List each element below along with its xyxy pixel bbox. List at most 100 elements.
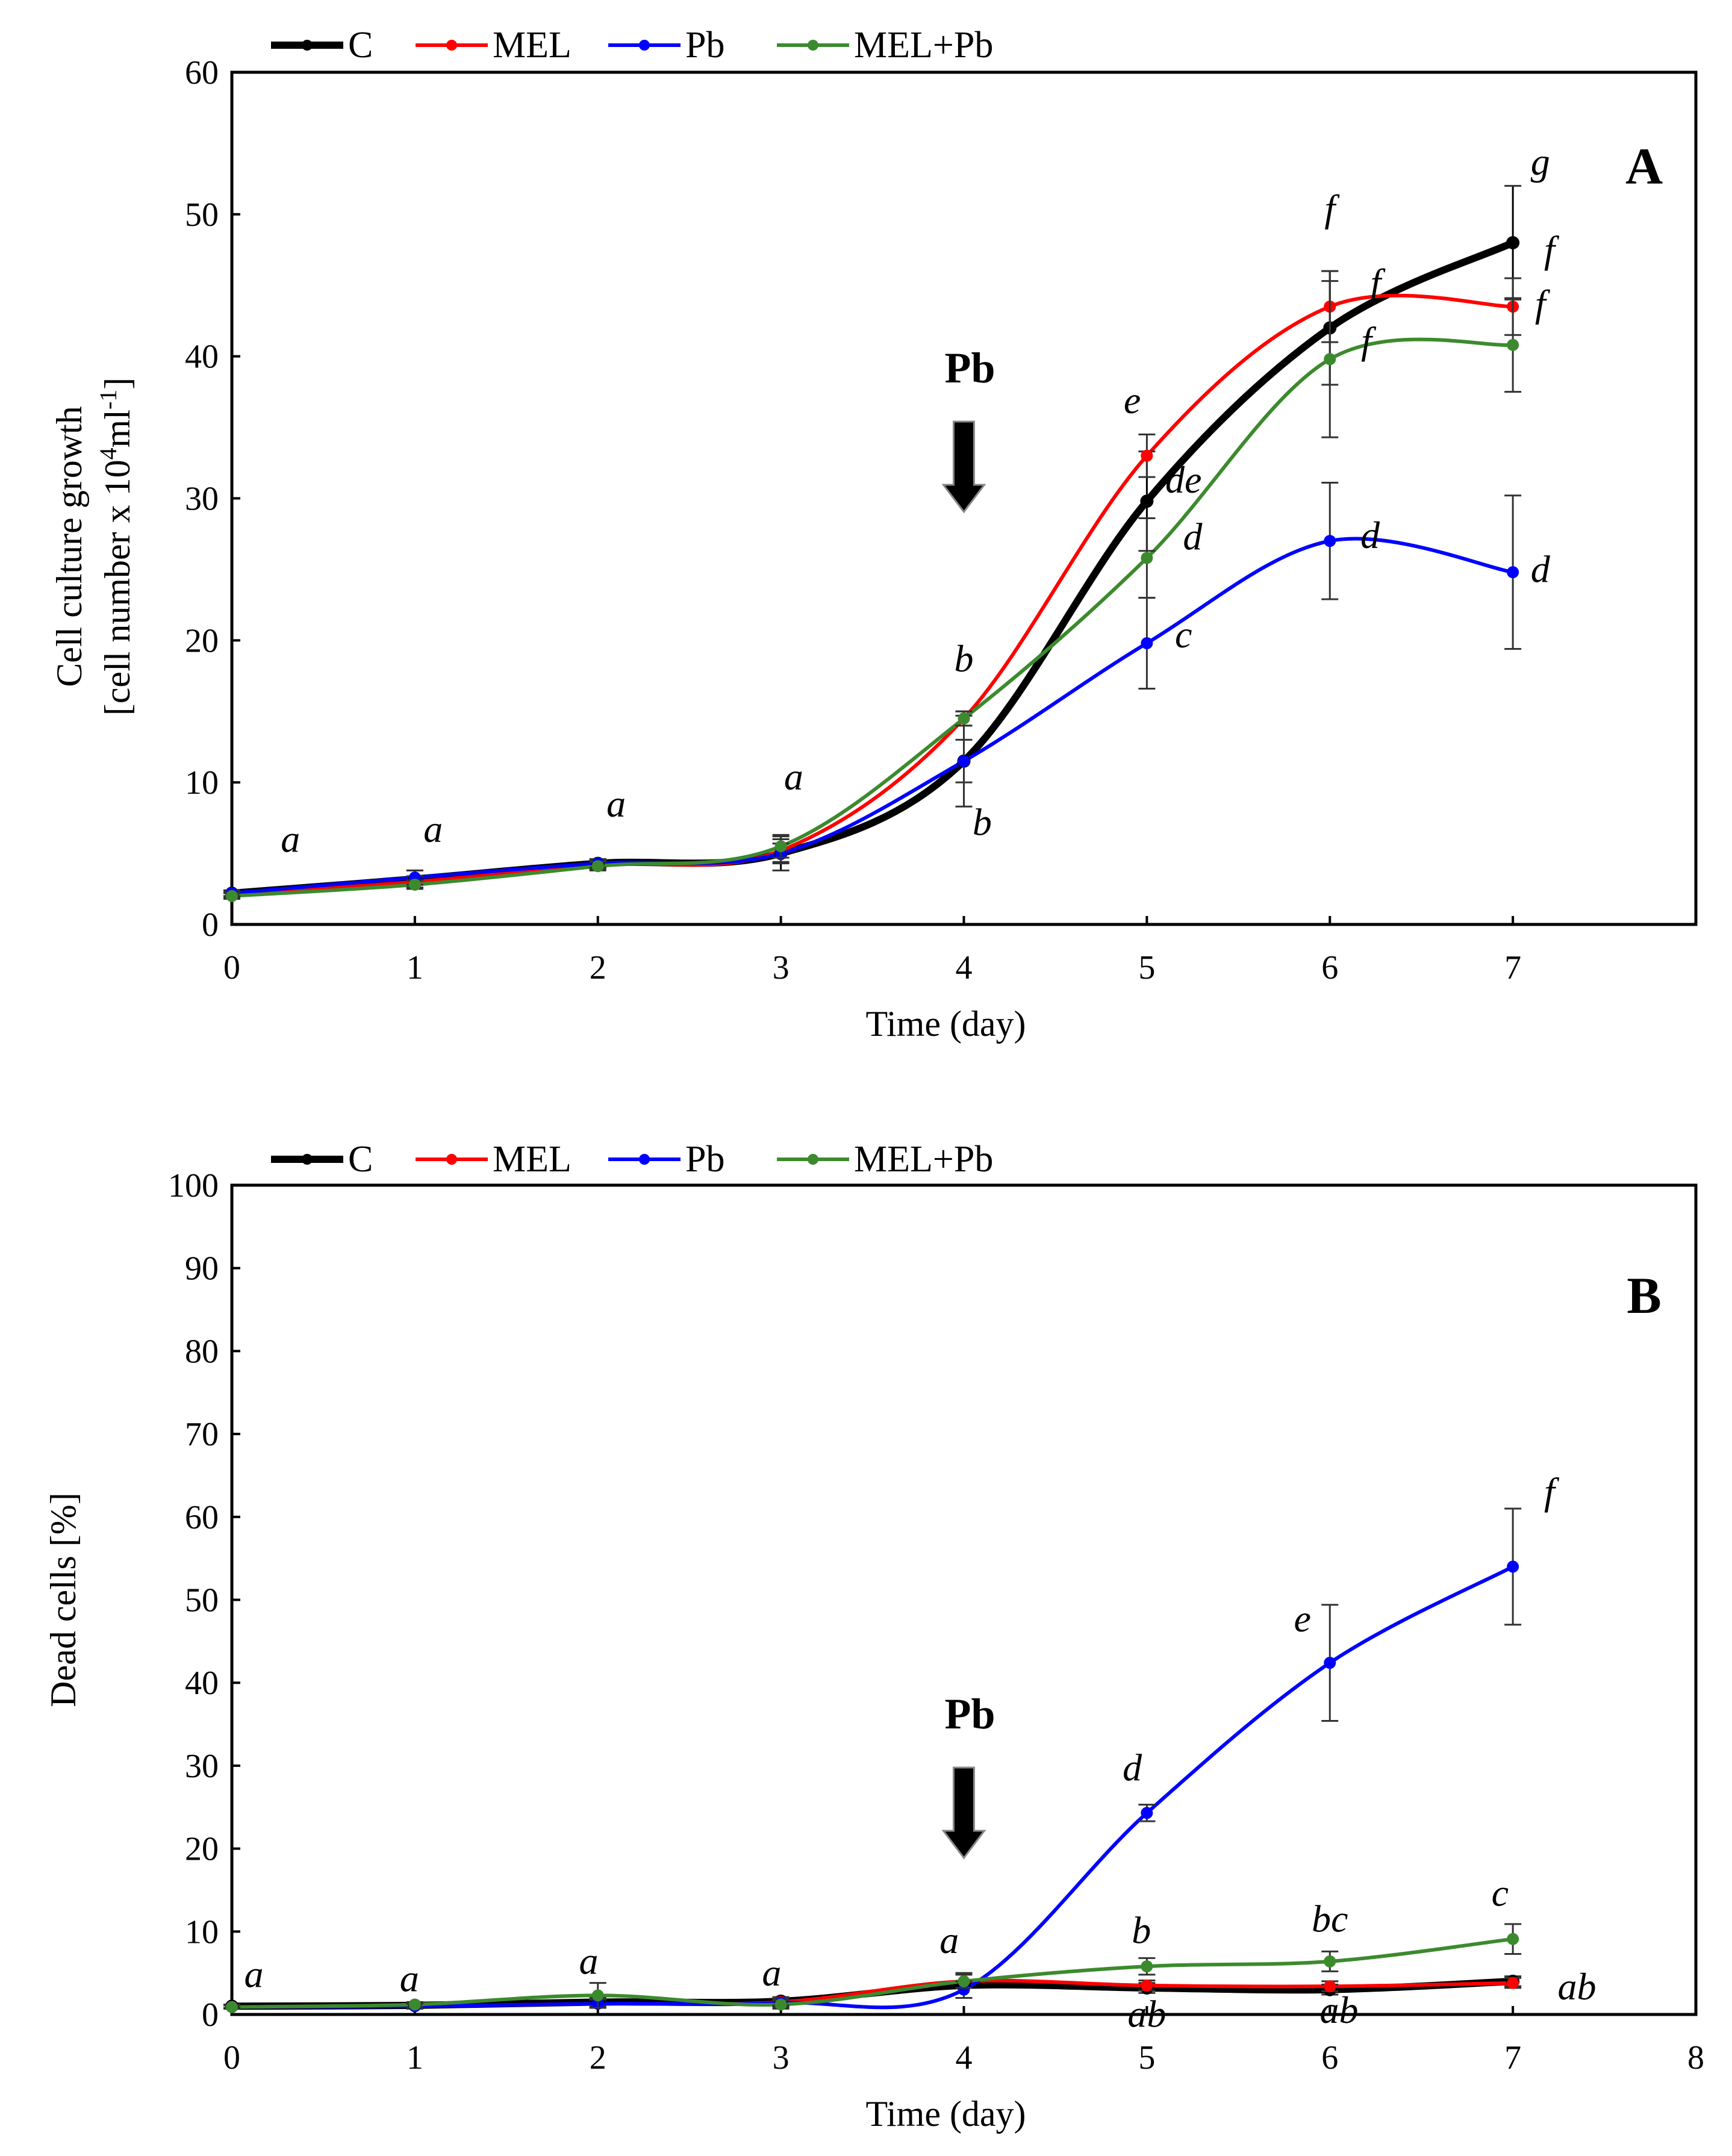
legend-label: MEL+Pb	[854, 1139, 993, 1180]
legend-marker	[302, 40, 313, 51]
x-tick-label: 0	[223, 949, 240, 986]
data-point	[1507, 1560, 1519, 1573]
x-tick-label: 8	[1687, 2039, 1704, 2077]
x-tick-label: 3	[773, 949, 790, 986]
data-point	[1141, 449, 1153, 462]
significance-letter: e	[1124, 379, 1141, 422]
x-tick-label: 6	[1321, 949, 1338, 986]
data-point	[408, 1998, 421, 2011]
legend-label: MEL	[493, 25, 572, 66]
data-point	[958, 1975, 970, 1987]
y-tick-label: 30	[185, 1748, 219, 1785]
pb-treatment-label: Pb	[944, 344, 995, 392]
data-point	[1507, 338, 1519, 351]
data-point	[1324, 1657, 1336, 1669]
legend-marker	[302, 1154, 313, 1165]
significance-letter: a	[244, 1953, 263, 1996]
legend-label: C	[348, 1139, 373, 1180]
data-point	[1507, 1933, 1519, 1945]
y-tick-label: 10	[185, 764, 219, 802]
y-tick-label: 30	[185, 481, 219, 518]
significance-letter: bc	[1312, 1897, 1348, 1940]
y-axis-label: Dead cells [%]	[43, 1492, 83, 1707]
data-point	[1324, 353, 1336, 366]
x-tick-label: 7	[1504, 2039, 1521, 2077]
significance-letter: a	[423, 808, 443, 850]
significance-letter: de	[1165, 458, 1201, 501]
data-point	[1140, 494, 1154, 508]
data-point	[958, 712, 970, 725]
data-point	[774, 840, 787, 853]
panel-b: 0 10 20 30 40 50 60 70 80 90 100 0 1 2 3 4 5 6 7 8 Time (day…	[43, 1139, 1704, 2134]
pb-arrow-icon	[941, 420, 986, 514]
x-tick-label: 6	[1321, 2039, 1338, 2077]
x-tick-label: 5	[1138, 949, 1155, 986]
x-tick-label: 2	[590, 949, 606, 986]
y-tick-label: 40	[185, 338, 219, 376]
significance-letter: f	[1544, 228, 1560, 271]
significance-letter: f	[1535, 282, 1551, 325]
x-axis-label: Time (day)	[865, 1004, 1026, 1044]
significance-letter: a	[762, 1951, 781, 1994]
significance-letter: d	[1531, 548, 1551, 591]
series-line-mel-pb	[231, 1937, 1513, 2009]
series-line-pb	[231, 537, 1513, 896]
x-tick-label: 5	[1138, 2039, 1155, 2077]
y-axis-unit-part: -1	[95, 390, 122, 410]
pb-arrow-icon	[941, 1766, 986, 1860]
series-line-mel	[231, 293, 1513, 897]
plot-frame	[230, 1183, 1698, 2016]
legend-label: MEL+Pb	[854, 25, 993, 66]
significance-letter: a	[281, 818, 300, 861]
y-axis-unit-part: [cell number x 10	[98, 460, 137, 715]
y-tick-label: 70	[185, 1416, 219, 1453]
y-tick-label: 50	[185, 196, 219, 234]
legend-marker	[639, 1154, 650, 1165]
significance-letter: ab	[1127, 1993, 1166, 2036]
data-point	[1324, 535, 1336, 547]
data-point	[1141, 1960, 1153, 1973]
legend-marker	[446, 40, 457, 51]
data-point	[1141, 1979, 1153, 1992]
legend-marker	[808, 40, 818, 51]
significance-letter: f	[1324, 187, 1340, 230]
data-point	[1324, 1955, 1336, 1968]
significance-letter: e	[1294, 1597, 1310, 1640]
y-tick-label: 40	[185, 1665, 219, 1702]
pb-treatment-label: Pb	[944, 1690, 995, 1738]
data-point	[1507, 1977, 1519, 1989]
significance-letter: ab	[1319, 1989, 1358, 2031]
significance-letter: a	[579, 1940, 599, 1983]
x-tick-label: 2	[590, 2039, 606, 2077]
data-point	[1141, 637, 1153, 650]
y-tick-label: 100	[168, 1167, 219, 1204]
y-tick-label: 60	[185, 54, 219, 92]
panel-letter: A	[1625, 137, 1663, 195]
y-tick-label: 90	[185, 1250, 219, 1288]
significance-letter: a	[400, 1957, 419, 1999]
panel-a: 0 10 20 30 40 50 60 0 1 2 3 4 5 6 7 Time (day) Cell cult…	[49, 25, 1698, 1044]
y-axis-unit-label: [cell number x 104ml-1]	[95, 378, 138, 716]
y-tick-label: 20	[185, 622, 219, 659]
significance-letter: a	[784, 755, 803, 798]
data-point	[1324, 1980, 1336, 1993]
data-point	[1506, 236, 1520, 249]
y-tick-label: 80	[185, 1333, 219, 1370]
y-tick-label: 20	[185, 1831, 219, 1868]
significance-letter: b	[973, 800, 992, 843]
x-tick-label: 1	[407, 2039, 423, 2077]
significance-letter: c	[1175, 613, 1192, 656]
data-point	[591, 860, 604, 873]
x-tick-label: 4	[956, 2039, 973, 2077]
y-axis-label: Cell culture growth	[49, 406, 89, 687]
significance-letter: ab	[1557, 1965, 1596, 2008]
data-point	[408, 878, 421, 891]
significance-letter: b	[1132, 1909, 1151, 1952]
x-tick-label: 0	[223, 2039, 240, 2077]
x-tick-label: 4	[956, 949, 973, 986]
data-point	[226, 2001, 238, 2013]
x-tick-label: 3	[773, 2039, 790, 2077]
y-tick-label: 10	[185, 1913, 219, 1951]
significance-letter: a	[939, 1919, 959, 1961]
data-point	[958, 1983, 970, 1996]
